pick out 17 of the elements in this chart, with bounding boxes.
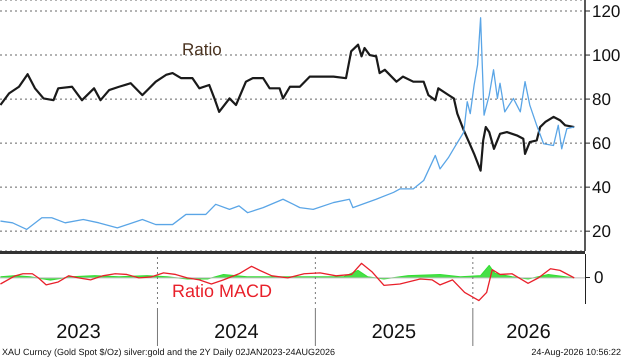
x-tick-label: 2025 (372, 321, 416, 343)
x-tick-label: 2023 (56, 321, 101, 343)
x-tick-label: 2026 (506, 321, 551, 343)
y-tick-label: 40 (592, 178, 611, 198)
x-tick-label: 2024 (214, 321, 259, 343)
line-series (0, 44, 576, 172)
y-tick-label: 120 (592, 2, 620, 22)
text: XAU Curncy (Gold Spot $/Oz) silver:gold and the 2Y Daily 02JAN2023-24AUG2026 (2, 347, 336, 357)
text: 0 (594, 268, 604, 288)
y-tick-label: 80 (592, 90, 611, 110)
y-tick-label: 100 (592, 46, 620, 66)
y-tick-label: 60 (592, 134, 611, 154)
series-label: Ratio (182, 40, 222, 60)
series-label: Ratio MACD (172, 281, 272, 302)
y-tick-label: 20 (592, 222, 611, 242)
line-series (0, 17, 575, 230)
text: 24-Aug-2026 10:56:22 (531, 347, 621, 357)
